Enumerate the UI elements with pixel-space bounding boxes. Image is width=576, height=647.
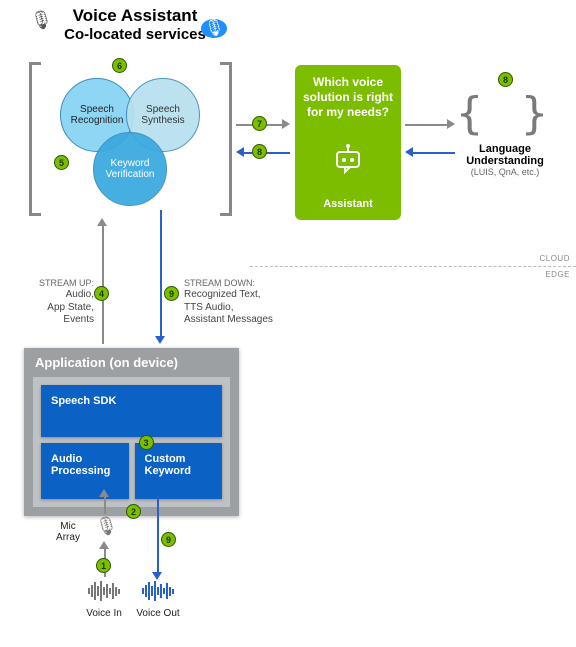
badge-2: 2 xyxy=(126,504,141,519)
language-sub: (LUIS, QnA, etc.) xyxy=(450,167,560,177)
cloud-label: CLOUD xyxy=(539,254,570,263)
language-box: { } Language Understanding (LUIS, QnA, e… xyxy=(450,88,560,177)
stream-up-label: STREAM UP: Audio, App State, Events xyxy=(24,278,94,327)
voice-in-label: Voice In xyxy=(82,608,126,619)
robot-icon xyxy=(331,144,365,174)
app-panel: Application (on device) Speech SDK Audio… xyxy=(24,348,239,516)
arrow-assistant-to-lang xyxy=(405,124,447,126)
stream-down-l2: TTS Audio, xyxy=(184,302,304,315)
arrow-lang-to-assistant xyxy=(413,152,455,154)
assistant-label: Assistant xyxy=(323,198,373,210)
tile-audio-processing: Audio Processing xyxy=(41,443,129,499)
mic-array-icon: 🎙 xyxy=(95,516,118,537)
arrowhead-mic-to-app xyxy=(99,489,109,497)
venn-c-label: Keyword Verification xyxy=(94,158,166,180)
tile-custom-keyword: 3 Custom Keyword xyxy=(135,443,223,499)
cloud-edge-divider xyxy=(250,266,576,267)
arrow-app-to-voiceout xyxy=(157,496,159,572)
tile-keyword-label: Custom Keyword xyxy=(145,453,191,477)
arrowhead-voicein-to-mic xyxy=(99,541,109,549)
bracket-right xyxy=(220,62,232,216)
stream-up-l2: App State, xyxy=(24,302,94,315)
badge-4: 4 xyxy=(94,286,109,301)
assistant-question: Which voice solution is right for my nee… xyxy=(303,75,393,120)
voice-in-block: Voice In xyxy=(82,580,126,619)
braces-icon: { } xyxy=(450,88,560,139)
stream-down-l1: Recognized Text, xyxy=(184,289,304,302)
arrowhead-stream-up xyxy=(97,218,107,226)
arrow-stream-down xyxy=(160,210,162,336)
tile-audio-label: Audio Processing xyxy=(51,453,110,477)
venn-keyword-verification: Keyword Verification xyxy=(93,132,167,206)
arrowhead-app-to-voiceout xyxy=(152,572,162,580)
tile-sdk-label: Speech SDK xyxy=(51,395,116,407)
assistant-box: Which voice solution is right for my nee… xyxy=(295,65,401,220)
arrow-stream-up xyxy=(102,226,104,344)
app-header: Application (on device) xyxy=(24,348,239,377)
arrow-mic-to-app xyxy=(104,496,106,514)
arrowhead-lang-to-assistant xyxy=(405,147,413,157)
arrowhead-stream-down xyxy=(155,336,165,344)
diagram-title: Voice Assistant Co-located services xyxy=(50,6,220,43)
stream-up-l3: Events xyxy=(24,314,94,327)
language-label: Language Understanding xyxy=(450,143,560,167)
badge-6: 6 xyxy=(112,58,127,73)
stream-up-l1: Audio, xyxy=(24,289,94,302)
stream-down-l3: Assistant Messages xyxy=(184,314,304,327)
tile-speech-sdk: Speech SDK xyxy=(41,385,222,437)
badge-8b: 8 xyxy=(498,72,513,87)
edge-label: EDGE xyxy=(545,270,570,279)
app-inner: Speech SDK Audio Processing 3 Custom Key… xyxy=(33,377,230,507)
bracket-left xyxy=(29,62,41,216)
mic-array-label: Mic Array xyxy=(50,521,86,543)
title-line1: Voice Assistant xyxy=(50,6,220,26)
badge-1: 1 xyxy=(96,558,111,573)
badge-3: 3 xyxy=(139,435,154,450)
arrow-assistant-to-venn xyxy=(244,152,290,154)
stream-down-cap: STREAM DOWN: xyxy=(184,278,304,289)
voice-in-wave-icon xyxy=(82,580,126,602)
arrowhead-venn-to-assistant xyxy=(282,119,290,129)
voice-out-wave-icon xyxy=(136,580,180,602)
badge-7: 7 xyxy=(252,116,267,131)
badge-8a: 8 xyxy=(252,144,267,159)
badge-9b: 9 xyxy=(161,532,176,547)
stream-up-cap: STREAM UP: xyxy=(24,278,94,289)
voice-out-label: Voice Out xyxy=(136,608,180,619)
venn-a-label: Speech Recognition xyxy=(61,104,133,126)
title-line2: Co-located services xyxy=(50,26,220,43)
badge-9a: 9 xyxy=(164,286,179,301)
mic-right-icon: 🎙 xyxy=(201,18,227,38)
voice-out-block: Voice Out xyxy=(136,580,180,619)
badge-5: 5 xyxy=(54,155,69,170)
arrowhead-assistant-to-venn xyxy=(236,147,244,157)
stream-down-label: STREAM DOWN: Recognized Text, TTS Audio,… xyxy=(184,278,304,327)
venn-b-label: Speech Synthesis xyxy=(127,104,199,126)
